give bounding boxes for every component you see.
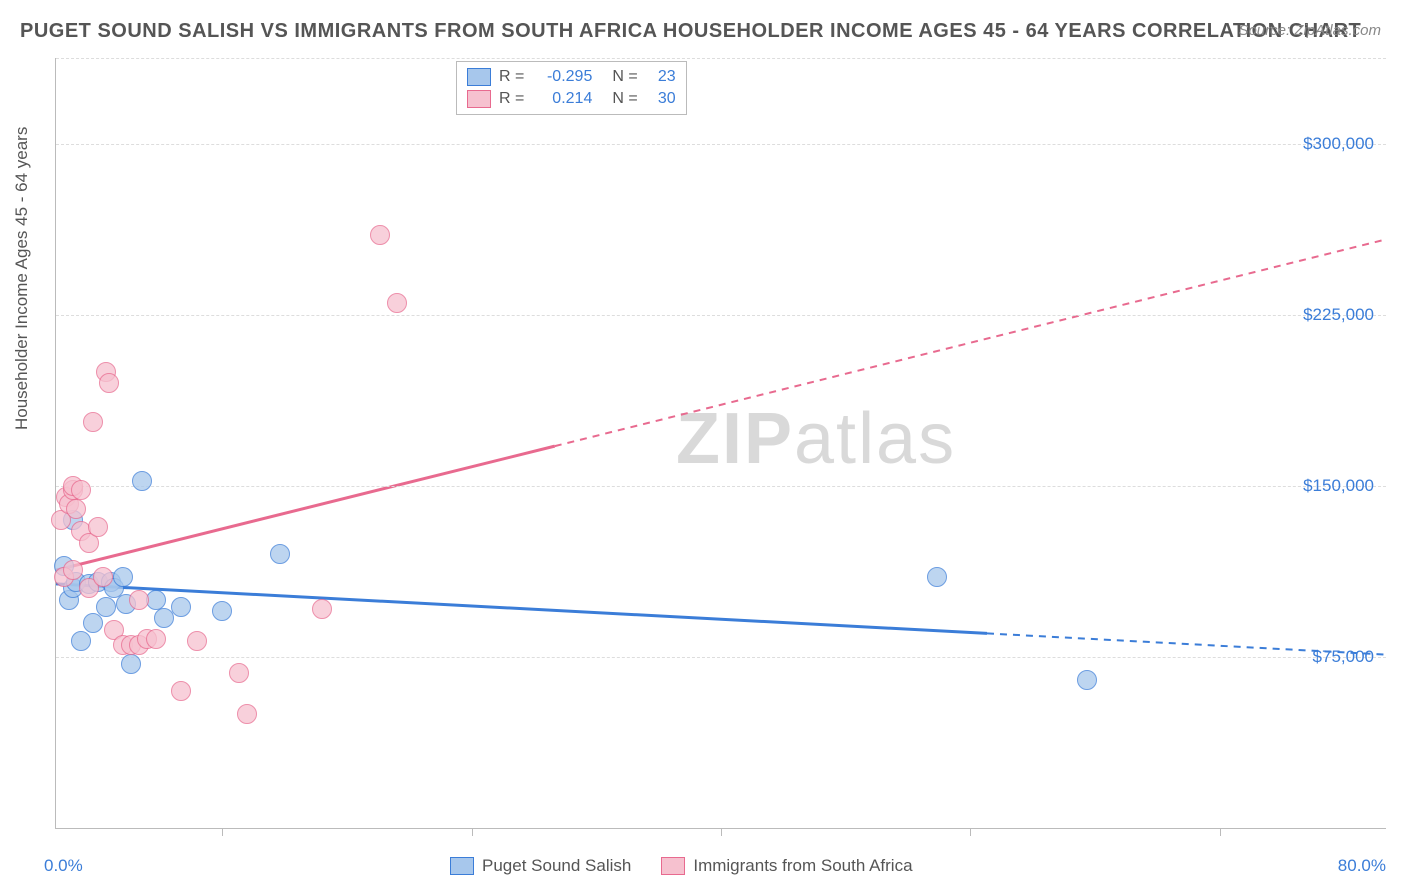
scatter-point-pink [229,663,249,683]
y-tick-label: $75,000 [1313,647,1374,667]
stat-n-label: N = [612,88,637,110]
stat-r-value: -0.295 [532,66,592,88]
chart-title: PUGET SOUND SALISH VS IMMIGRANTS FROM SO… [20,20,1361,43]
gridline [56,144,1386,145]
y-tick-label: $300,000 [1303,134,1374,154]
x-axis-min-label: 0.0% [44,856,83,876]
scatter-point-blue [1077,670,1097,690]
scatter-point-blue [270,544,290,564]
source-attribution: Source: ZipAtlas.com [1238,22,1381,39]
y-axis-title: Householder Income Ages 45 - 64 years [12,127,32,430]
scatter-point-blue [83,613,103,633]
scatter-point-pink [71,480,91,500]
x-axis-max-label: 80.0% [1338,856,1386,876]
scatter-point-blue [171,597,191,617]
scatter-point-pink [370,225,390,245]
scatter-point-blue [71,631,91,651]
stat-r-label: R = [499,88,524,110]
scatter-point-blue [212,601,232,621]
y-tick-label: $150,000 [1303,476,1374,496]
stat-n-value: 30 [646,88,676,110]
scatter-point-pink [387,293,407,313]
trend-line-pink [56,446,555,570]
scatter-point-pink [312,599,332,619]
trend-line-blue [56,584,987,634]
scatter-point-pink [93,567,113,587]
stat-legend: R = -0.295 N = 23 R = 0.214 N = 30 [456,61,687,115]
scatter-point-pink [99,373,119,393]
scatter-point-blue [96,597,116,617]
scatter-point-pink [129,590,149,610]
gridline [56,315,1386,316]
series-legend-item: Immigrants from South Africa [661,856,912,876]
series-legend: Puget Sound Salish Immigrants from South … [450,856,913,876]
scatter-point-blue [132,471,152,491]
x-tick [721,828,722,836]
gridline [56,58,1386,59]
gridline [56,657,1386,658]
scatter-point-pink [66,499,86,519]
x-tick [970,828,971,836]
stat-r-value: 0.214 [532,88,592,110]
stat-legend-row: R = 0.214 N = 30 [467,88,676,110]
series-name: Immigrants from South Africa [693,856,912,876]
y-tick-label: $225,000 [1303,305,1374,325]
series-legend-item: Puget Sound Salish [450,856,631,876]
scatter-point-pink [237,704,257,724]
watermark: ZIPatlas [676,398,956,480]
series-name: Puget Sound Salish [482,856,631,876]
scatter-point-pink [146,629,166,649]
x-tick [472,828,473,836]
legend-swatch [450,857,474,875]
x-tick [1220,828,1221,836]
scatter-point-blue [113,567,133,587]
legend-swatch [467,90,491,108]
stat-n-label: N = [612,66,637,88]
scatter-point-blue [927,567,947,587]
gridline [56,486,1386,487]
scatter-point-blue [121,654,141,674]
scatter-point-pink [187,631,207,651]
legend-swatch [467,68,491,86]
stat-r-label: R = [499,66,524,88]
scatter-point-pink [171,681,191,701]
x-tick [222,828,223,836]
trend-line-dashed-pink [555,239,1386,446]
scatter-point-pink [83,412,103,432]
scatter-point-pink [63,560,83,580]
stat-legend-row: R = -0.295 N = 23 [467,66,676,88]
plot-area: ZIPatlas R = -0.295 N = 23 R = 0.214 N = 30 $75… [55,58,1386,829]
legend-swatch [661,857,685,875]
scatter-point-pink [88,517,108,537]
stat-n-value: 23 [646,66,676,88]
